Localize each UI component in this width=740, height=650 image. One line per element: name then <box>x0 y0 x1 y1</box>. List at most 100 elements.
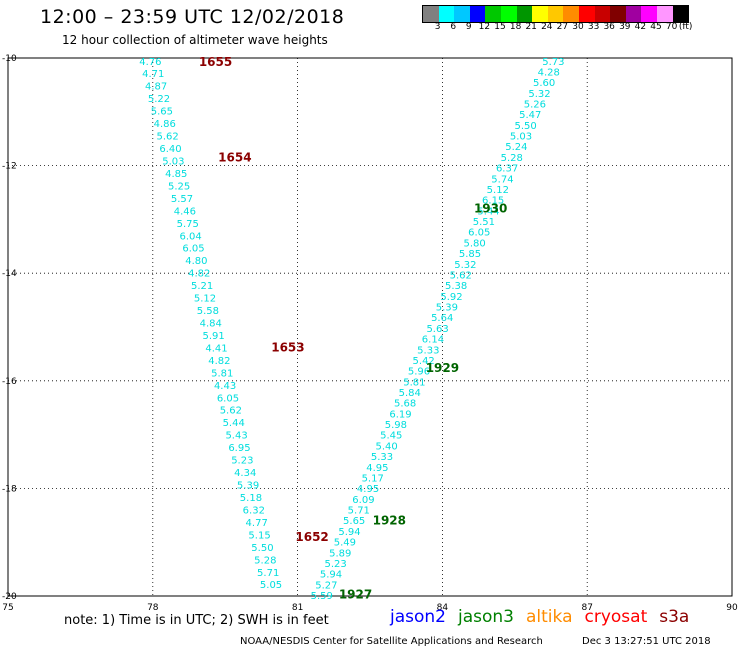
color-scale-label: 39 <box>619 22 631 32</box>
wave-height-value: 5.38 <box>445 281 467 292</box>
color-scale-label: 6 <box>450 22 457 32</box>
pass-time-label: 1653 <box>271 340 304 354</box>
wave-height-value: 4.77 <box>246 518 268 529</box>
wave-height-value: 5.44 <box>477 206 499 217</box>
wave-height-value: 5.42 <box>413 356 435 367</box>
color-swatch <box>641 6 657 22</box>
lat-tick-label: -16 <box>2 377 17 387</box>
pass-time-label: 1928 <box>373 514 406 528</box>
wave-height-value: 5.91 <box>202 331 224 342</box>
wave-height-value: 5.81 <box>403 377 425 388</box>
wave-height-value: 5.21 <box>191 281 213 292</box>
color-swatch <box>500 6 517 22</box>
wave-height-value: 5.57 <box>171 194 193 205</box>
wave-height-value: 5.59 <box>311 591 333 602</box>
color-swatch <box>594 6 611 22</box>
color-swatch <box>656 6 673 22</box>
wave-height-value: 6.19 <box>389 409 411 420</box>
wave-height-value: 5.15 <box>248 530 270 541</box>
color-swatch <box>625 6 642 22</box>
wave-height-value: 4.46 <box>174 206 196 217</box>
wave-height-value: 5.33 <box>417 345 439 356</box>
wave-height-value: 4.95 <box>357 484 379 495</box>
wave-height-value: 4.82 <box>208 356 230 367</box>
pass-time-label: 1654 <box>218 151 251 165</box>
color-scale-label: 12 <box>478 22 491 32</box>
satellite-legend: jason2 jason3 altika cryosat s3a <box>390 607 701 627</box>
lat-tick-label: -18 <box>2 484 17 494</box>
units-note: note: 1) Time is in UTC; 2) SWH is in fe… <box>64 613 329 628</box>
color-scale-label: 45 <box>650 22 662 32</box>
color-scale-bar <box>422 5 690 23</box>
color-swatch <box>672 6 689 22</box>
color-swatch <box>610 6 626 22</box>
wave-height-value: 5.68 <box>394 399 416 410</box>
wave-height-value: 5.40 <box>375 441 397 452</box>
wave-height-value: 5.71 <box>257 568 279 579</box>
legend-entry: altika <box>526 607 573 627</box>
wave-height-value: 5.50 <box>251 543 273 554</box>
color-scale-label: 24 <box>541 22 553 32</box>
wave-height-value: 5.60 <box>533 78 555 89</box>
color-scale-label: 70 <box>665 22 678 32</box>
page-subtitle: 12 hour collection of altimeter wave hei… <box>62 33 328 47</box>
color-scale-label: 18 <box>509 22 522 32</box>
wave-height-value: 5.63 <box>426 324 448 335</box>
wave-height-value: 4.28 <box>538 67 560 78</box>
wave-height-value: 5.89 <box>329 548 351 559</box>
wave-height-value: 5.39 <box>436 303 458 314</box>
lat-tick-label: -20 <box>2 592 17 602</box>
lat-tick-label: -14 <box>2 269 17 279</box>
wave-height-value: 5.94 <box>320 570 342 581</box>
wave-height-value: 5.12 <box>194 294 216 305</box>
wave-height-value: 6.95 <box>228 443 250 454</box>
color-swatch <box>563 6 579 22</box>
wave-height-value: 5.24 <box>505 142 527 153</box>
color-scale-label: 33 <box>587 22 600 32</box>
lat-tick-label: -12 <box>2 162 17 172</box>
wave-height-value: 5.65 <box>151 107 173 118</box>
wave-height-value: 5.96 <box>408 367 430 378</box>
wave-height-value: 5.05 <box>260 580 282 591</box>
color-scale-labels: 3 6 9 12 15 18 21 24 27 30 33 36 39 42 45 70 (ft) <box>422 22 740 34</box>
wave-height-value: 5.85 <box>459 249 481 260</box>
wave-height-value: 5.39 <box>237 481 259 492</box>
color-scale-label: 3 <box>434 22 441 32</box>
color-swatch <box>485 6 501 22</box>
wave-height-value: 5.27 <box>315 580 337 591</box>
wave-height-value: 5.62 <box>220 406 242 417</box>
wave-height-value: 5.23 <box>231 456 253 467</box>
color-swatch <box>469 6 486 22</box>
color-swatch <box>516 6 533 22</box>
generated-timestamp: Dec 3 13:27:51 UTC 2018 <box>582 636 711 647</box>
wave-height-value: 5.58 <box>197 306 219 317</box>
wave-height-value: 5.84 <box>399 388 421 399</box>
color-swatch <box>438 6 455 22</box>
pass-time-label: 1927 <box>339 587 372 601</box>
wave-height-value: 5.43 <box>225 431 247 442</box>
pass-time-label: 1929 <box>426 361 459 375</box>
wave-height-value: 4.43 <box>214 381 236 392</box>
wave-height-value: 5.03 <box>162 156 184 167</box>
wave-height-value: 5.50 <box>514 121 536 132</box>
wave-height-value: 5.44 <box>223 418 245 429</box>
wave-height-value: 6.32 <box>243 505 265 516</box>
color-swatch <box>547 6 564 22</box>
color-swatch <box>454 6 470 22</box>
wave-height-value: 5.26 <box>524 100 546 111</box>
wave-height-value: 5.62 <box>450 270 472 281</box>
color-scale-label: 9 <box>465 22 472 32</box>
pass-time-label: 1655 <box>199 55 232 69</box>
color-scale-label: 15 <box>494 22 506 32</box>
lon-tick-label: 81 <box>292 603 303 613</box>
legend-entry: cryosat <box>584 607 648 627</box>
wave-height-value: 5.28 <box>501 153 523 164</box>
wave-height-value: 6.14 <box>422 335 444 346</box>
lon-tick-label: 84 <box>437 603 449 613</box>
wave-height-value: 5.18 <box>240 493 262 504</box>
color-scale-label: 21 <box>525 22 537 32</box>
wave-height-value: 6.05 <box>217 393 239 404</box>
wave-height-value: 6.40 <box>159 144 181 155</box>
